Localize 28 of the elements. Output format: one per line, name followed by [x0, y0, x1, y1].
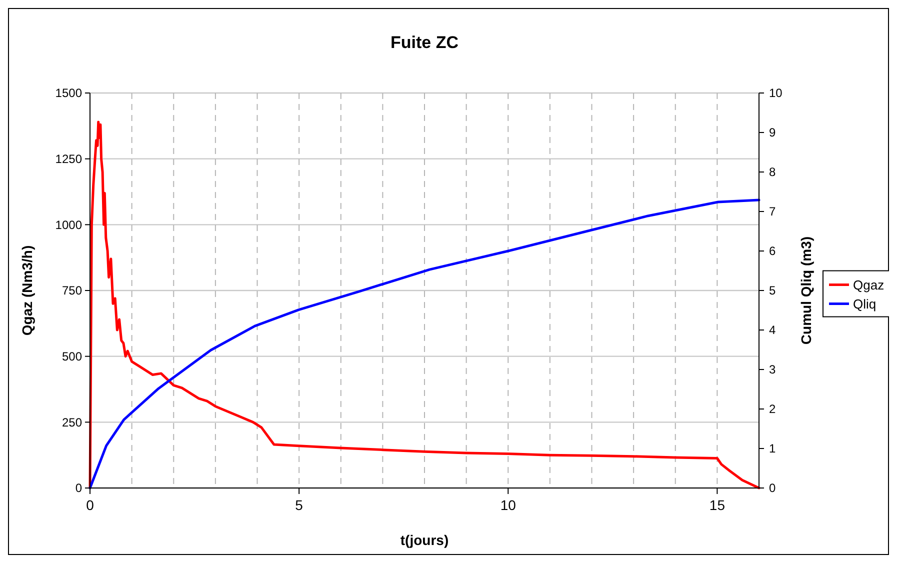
- y-tick-label: 1000: [55, 218, 82, 232]
- y-tick-label: 1500: [55, 86, 82, 100]
- y2-tick-label: 5: [769, 284, 776, 298]
- y2-axis-title: Cumul Qliq (m3): [798, 236, 814, 345]
- x-axis-title: t(jours): [400, 532, 449, 548]
- y2-tick-label: 4: [769, 323, 776, 338]
- y-tick-label: 1250: [55, 152, 82, 166]
- y-tick-label: 750: [62, 284, 82, 298]
- y-tick-label: 250: [62, 415, 82, 430]
- y2-tick-label: 3: [769, 362, 776, 377]
- chart-title: Fuite ZC: [390, 33, 458, 52]
- y2-tick-label: 7: [769, 204, 776, 219]
- x-tick-label: 15: [709, 497, 726, 513]
- x-tick-label: 5: [295, 497, 304, 513]
- legend-label: Qgaz: [853, 277, 884, 292]
- x-tick-label: 10: [500, 497, 516, 513]
- y-tick-label: 0: [75, 481, 82, 496]
- y2-tick-label: 2: [769, 402, 776, 416]
- y-axis-title: Qgaz (Nm3/h): [19, 245, 35, 336]
- y2-tick-label: 6: [769, 244, 776, 258]
- x-tick-label: 0: [86, 497, 94, 513]
- y-tick-label: 500: [62, 350, 82, 364]
- y2-tick-label: 9: [769, 126, 776, 140]
- y2-tick-label: 1: [769, 442, 776, 456]
- y2-tick-label: 10: [769, 86, 783, 100]
- y2-tick-label: 0: [769, 481, 776, 496]
- legend-label: Qliq: [853, 296, 876, 312]
- y2-tick-label: 8: [769, 165, 776, 180]
